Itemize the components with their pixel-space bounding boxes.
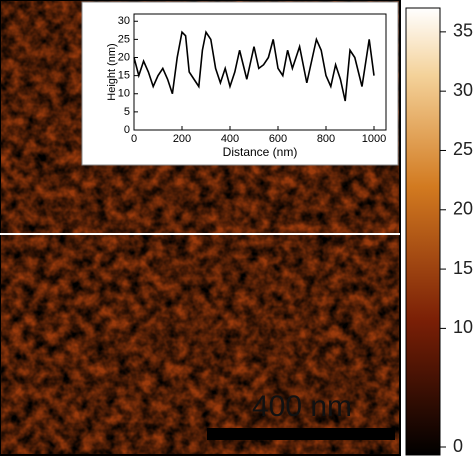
profile-line [133,30,375,102]
image-border [0,0,401,456]
scale-bar-label: 400 nm [252,390,352,423]
colorbar-tick-label: 25 [453,139,473,159]
y-tick-label: 0 [124,124,130,136]
y-axis-label: Height (nm) [106,43,118,100]
colorbar-tick-label: 30 [453,80,473,100]
y-tick-label: 25 [118,33,130,45]
x-tick-label: 1000 [362,133,386,145]
y-tick-label: 20 [118,51,130,63]
inset-panel [81,1,399,166]
x-tick-label: 600 [269,133,287,145]
colorbar-tick-label: 10 [453,317,473,337]
y-tick-label: 5 [124,106,130,118]
x-tick-label: 400 [221,133,239,145]
colorbar-tick-label: 35 [453,21,473,41]
x-tick-label: 0 [131,133,137,145]
x-tick-label: 800 [317,133,335,145]
colorbar-tick-label: 20 [453,199,473,219]
y-tick-label: 10 [118,88,130,100]
inset-axes [133,13,387,131]
y-tick-label: 15 [118,70,130,82]
x-tick-label: 200 [173,133,191,145]
colorbar-tick-label: 15 [453,258,473,278]
colorbar [405,7,441,456]
y-tick-label: 30 [118,15,130,27]
x-axis-label: Distance (nm) [223,145,298,159]
colorbar-tick-label: 0 [453,436,463,456]
scale-bar [207,428,395,440]
